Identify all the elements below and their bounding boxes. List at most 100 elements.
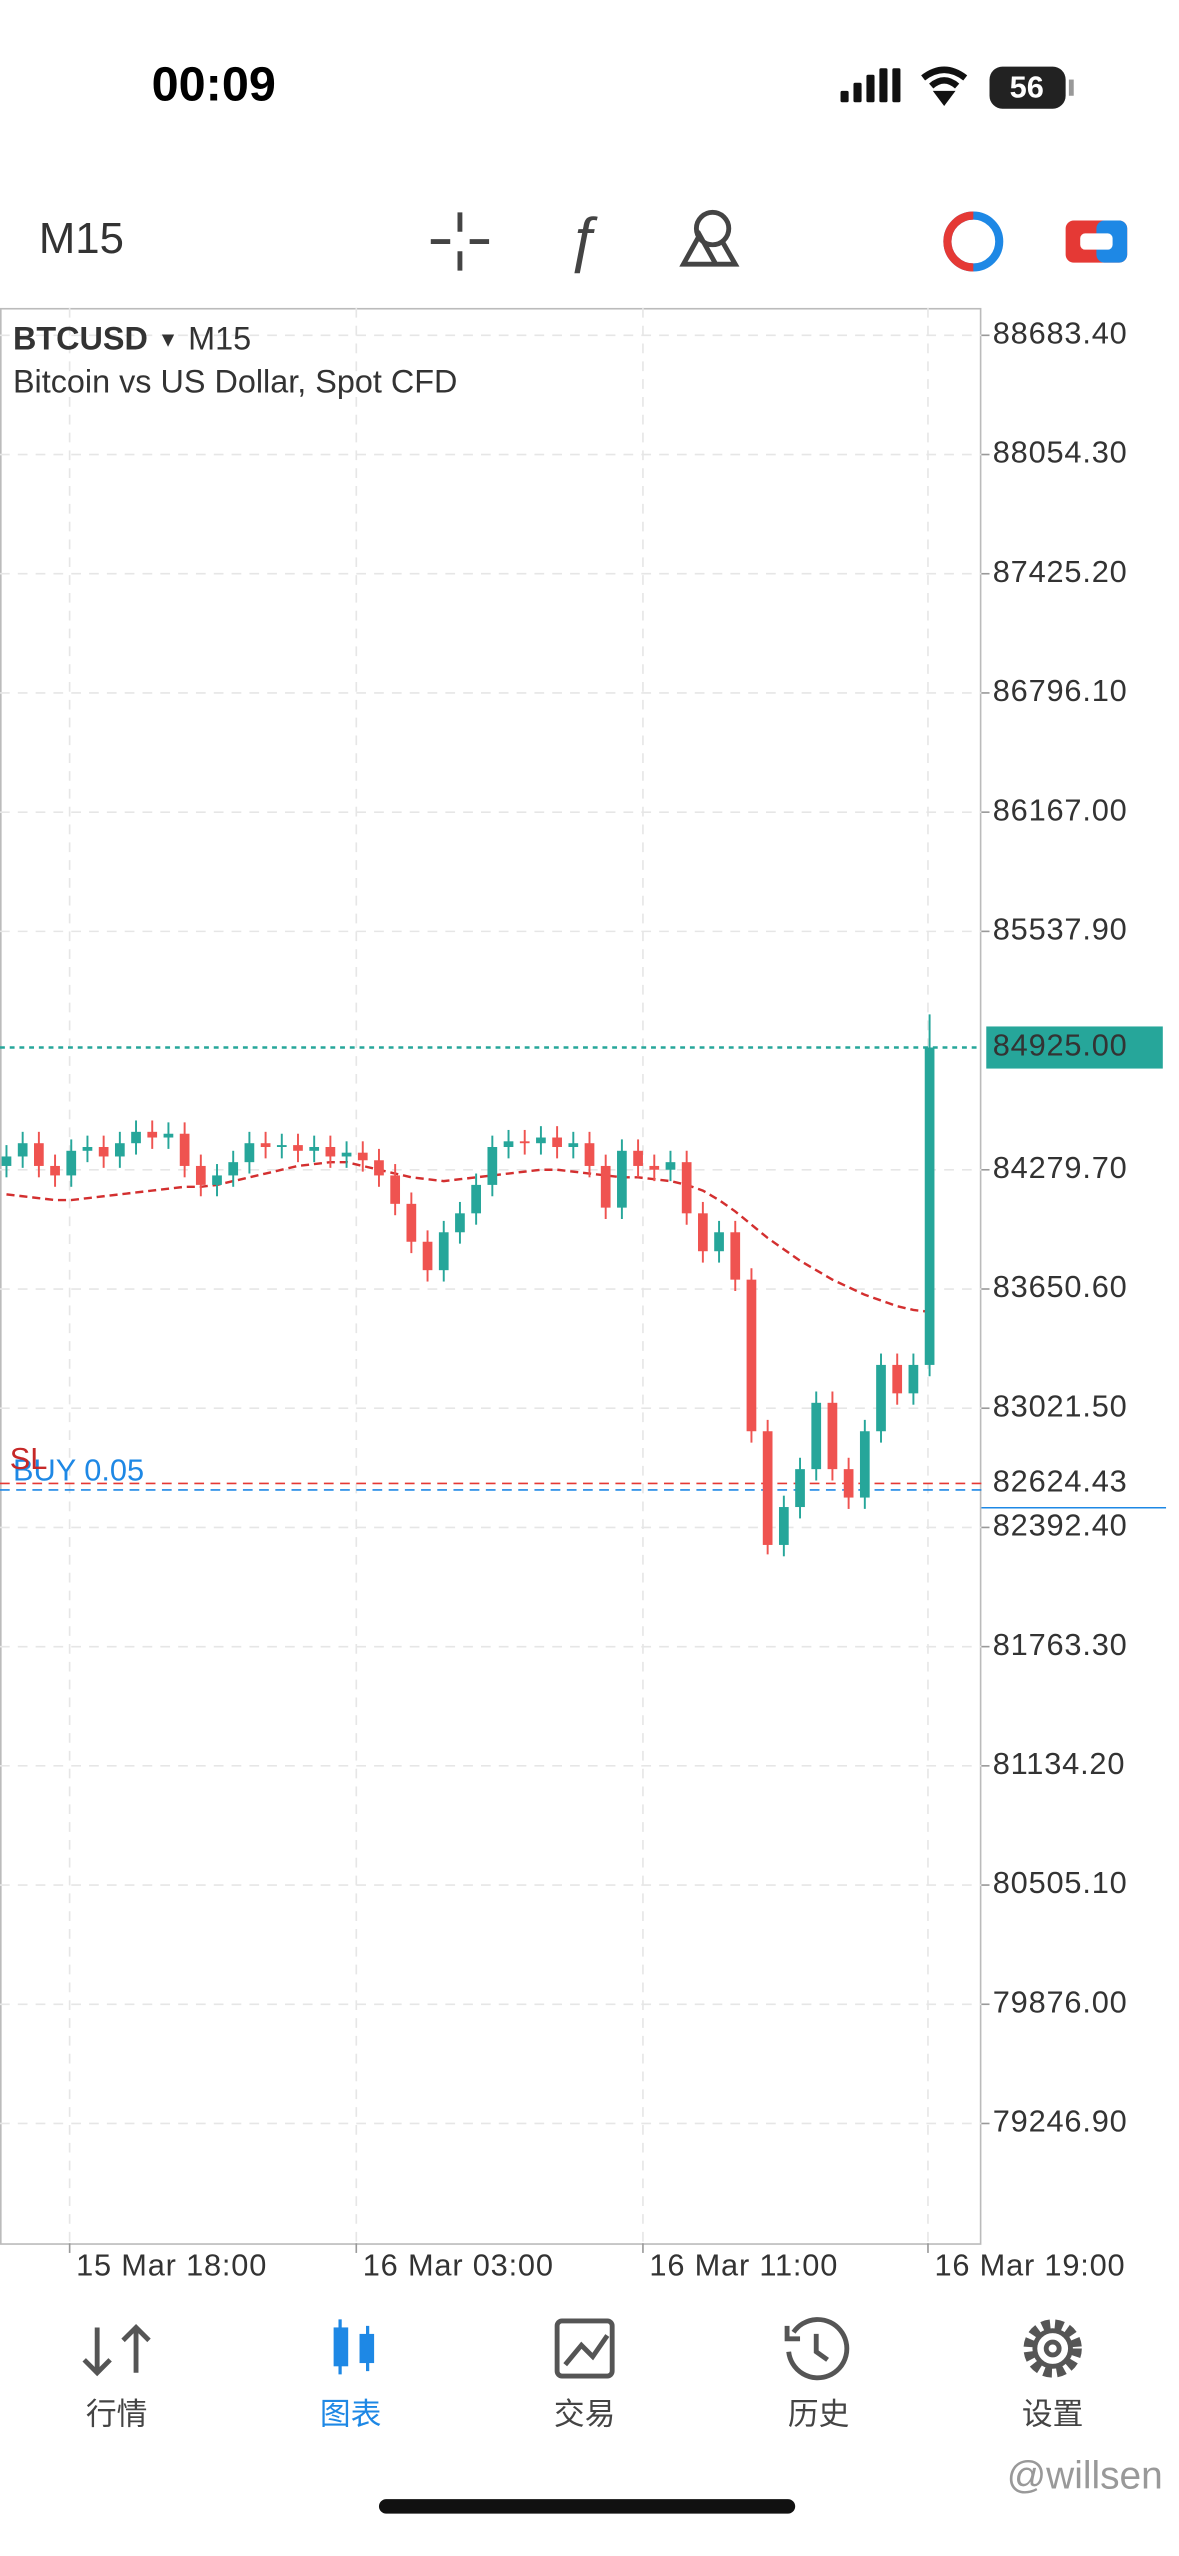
candle-body (762, 1431, 773, 1545)
candle-body (503, 1141, 514, 1147)
chart-icon[interactable] (333, 2319, 375, 2375)
candle-body (325, 1146, 336, 1157)
symbol-timeframe: M15 (188, 320, 251, 356)
chart-frame (0, 307, 982, 2245)
y-tick-label: 81763.30 (993, 1627, 1128, 1662)
symbol-name: BTCUSD (13, 320, 148, 356)
candle-body (212, 1175, 222, 1185)
objects-icon[interactable] (679, 209, 740, 267)
moving-average (6, 1160, 930, 1314)
candle-body (98, 1146, 109, 1157)
candle-body (681, 1162, 692, 1214)
candle-body (633, 1150, 643, 1166)
y-tick-label: 83021.50 (993, 1388, 1128, 1423)
candle-body (876, 1364, 886, 1432)
signal-icon (840, 68, 901, 103)
candle-body (746, 1279, 757, 1432)
clock: 00:09 (152, 57, 276, 111)
y-tick-label: 85537.90 (993, 911, 1128, 946)
candle-body (195, 1165, 206, 1185)
current-price-box (986, 1026, 1163, 1069)
candle-body (859, 1431, 870, 1498)
y-tick-label: 80505.10 (993, 1865, 1128, 1900)
candle-body (260, 1143, 271, 1147)
candle-body (568, 1143, 579, 1147)
tab-label[interactable]: 交易 (554, 2397, 616, 2432)
candle-body (374, 1160, 384, 1176)
candle-body (455, 1213, 465, 1233)
candle-body (519, 1141, 530, 1144)
candle-body (471, 1184, 481, 1214)
battery-tip (1068, 79, 1074, 96)
candle-body (600, 1165, 611, 1208)
candle-body (811, 1402, 822, 1470)
candle-body (778, 1507, 789, 1545)
y-tick-label: 86167.00 (993, 792, 1128, 827)
settings-icon[interactable] (1023, 2319, 1082, 2378)
candle-body (665, 1162, 676, 1170)
candle-body (487, 1146, 498, 1185)
crosshair-icon[interactable] (430, 212, 490, 271)
candle-body (552, 1137, 562, 1147)
candle-body (228, 1162, 239, 1176)
candle-body (908, 1364, 919, 1394)
x-tick-label: 16 Mar 11:00 (649, 2248, 838, 2283)
wifi-icon (921, 66, 968, 107)
dropdown-arrow[interactable]: ▼ (158, 328, 179, 351)
trade-tab-icon[interactable] (554, 2318, 615, 2379)
candle-body (50, 1165, 60, 1176)
candle-body (131, 1131, 141, 1144)
y-tick-label: 79876.00 (993, 1984, 1128, 2019)
candle-body (179, 1133, 190, 1166)
candle-body (924, 1047, 935, 1365)
tab-label[interactable]: 历史 (788, 2397, 850, 2432)
candle-body (390, 1175, 401, 1204)
candle-body (147, 1131, 158, 1138)
sl-tag: SL (10, 1441, 48, 1476)
candle-body (357, 1152, 368, 1161)
trade-icon[interactable] (943, 211, 1004, 272)
symbol-description: Bitcoin vs US Dollar, Spot CFD (13, 364, 457, 400)
tab-label[interactable]: 设置 (1022, 2397, 1084, 2432)
y-tick-label: 79246.90 (993, 2104, 1128, 2139)
candle-body (422, 1241, 433, 1271)
candle-body (341, 1152, 352, 1157)
watermark: @willsen (1007, 2454, 1163, 2497)
y-tick-label: 81134.20 (993, 1746, 1126, 1781)
battery-level: 56 (1010, 69, 1044, 104)
order-label: BUY 0.05 (13, 1452, 144, 1487)
tab-bar: 行情 图表 交易 历史 设置 (82, 2317, 1084, 2432)
candle-body (1, 1156, 12, 1166)
candle-body (795, 1469, 805, 1508)
indicator-icon[interactable]: ƒ (566, 204, 600, 273)
y-tick-label: 82392.40 (993, 1508, 1128, 1543)
battery (989, 66, 1066, 109)
candle-body (163, 1133, 174, 1138)
timeframe-button[interactable]: M15 (39, 214, 124, 263)
candle-body (843, 1469, 854, 1498)
symbol: BTCUSD ▼ M15 (13, 320, 251, 356)
tab-label[interactable]: 行情 (86, 2397, 148, 2432)
candle-body (406, 1203, 417, 1242)
home-indicator (378, 2499, 796, 2514)
candle-body (309, 1146, 320, 1151)
y-tick-label: 88683.40 (993, 315, 1128, 350)
candle-body (730, 1232, 741, 1280)
candle-body (276, 1145, 287, 1147)
candle-body (34, 1143, 44, 1166)
account-icon[interactable] (1065, 220, 1128, 263)
candle-body (584, 1143, 595, 1166)
candle-body (649, 1165, 660, 1170)
candle-body (293, 1145, 303, 1151)
sl-price-label: 82624.43 (993, 1464, 1128, 1499)
chart: 88683.40 88054.30 87425.20 86796.10 86167.00… (0, 307, 1167, 2283)
candle-body (536, 1137, 546, 1144)
history-icon[interactable] (784, 2317, 850, 2381)
x-tick-label: 16 Mar 19:00 (934, 2248, 1125, 2283)
tab-label[interactable]: 图表 (320, 2397, 382, 2432)
quotes-icon[interactable] (82, 2324, 151, 2377)
candle-body (892, 1364, 903, 1394)
x-tick-label: 16 Mar 03:00 (363, 2248, 554, 2283)
candle-body (827, 1402, 838, 1470)
